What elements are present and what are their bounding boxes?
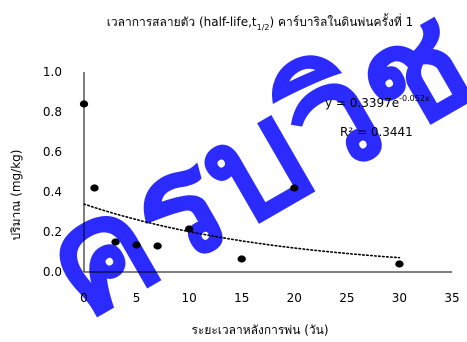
y-tick-label: 0.0 (43, 265, 62, 279)
data-point (90, 184, 99, 192)
y-tick-label: 1.0 (43, 65, 62, 79)
data-point (153, 242, 162, 250)
y-tick-label: 0.8 (43, 105, 62, 119)
data-point (184, 225, 194, 233)
data-point (395, 260, 404, 268)
x-tick-label: 25 (339, 291, 354, 305)
x-tick-label: 5 (133, 291, 141, 305)
x-tick-label: 30 (392, 291, 407, 305)
r-squared-label: R² = 0.3441 (340, 125, 413, 139)
data-point (132, 241, 141, 249)
y-tick-label: 0.2 (43, 225, 62, 239)
x-tick-label: 0 (80, 291, 88, 305)
x-tick-label: 15 (234, 291, 249, 305)
chart-title-suffix: ) คาร์บาริลในดินพ่นครั้งที่ 1 (269, 13, 413, 29)
trendline (83, 203, 401, 259)
chart-title-main: เวลาการสลายตัว (half-life,t (107, 15, 257, 29)
x-tick-label: 10 (182, 291, 197, 305)
chart-title: เวลาการสลายตัว (half-life,t1/2) คาร์บาริ… (107, 13, 413, 32)
y-tick-label: 0.4 (43, 185, 62, 199)
y-tick-labels: 0.0 0.2 0.4 0.6 0.8 1.0 (43, 65, 62, 279)
equation-exponent: -0.052x (399, 94, 430, 103)
data-point (111, 238, 120, 246)
x-tick-label: 35 (444, 291, 459, 305)
y-axis-label: ปริมาณ (mg/kg) (9, 150, 23, 241)
x-tick-labels: 0 5 10 15 20 25 30 35 (80, 291, 459, 305)
x-axis-label: ระยะเวลาหลังการพ่น (วัน) (191, 323, 328, 337)
trendline-equation: y = 0.3397e-0.052x (325, 94, 430, 110)
data-points (79, 100, 404, 268)
data-point (79, 100, 89, 108)
y-tick-label: 0.6 (43, 145, 62, 159)
trendline-curve (83, 203, 401, 259)
data-point (290, 184, 299, 192)
x-tick-label: 20 (287, 291, 302, 305)
data-point (237, 255, 246, 263)
chart-title-subscript: 1/2 (257, 23, 270, 32)
equation-main: y = 0.3397e (325, 96, 399, 110)
